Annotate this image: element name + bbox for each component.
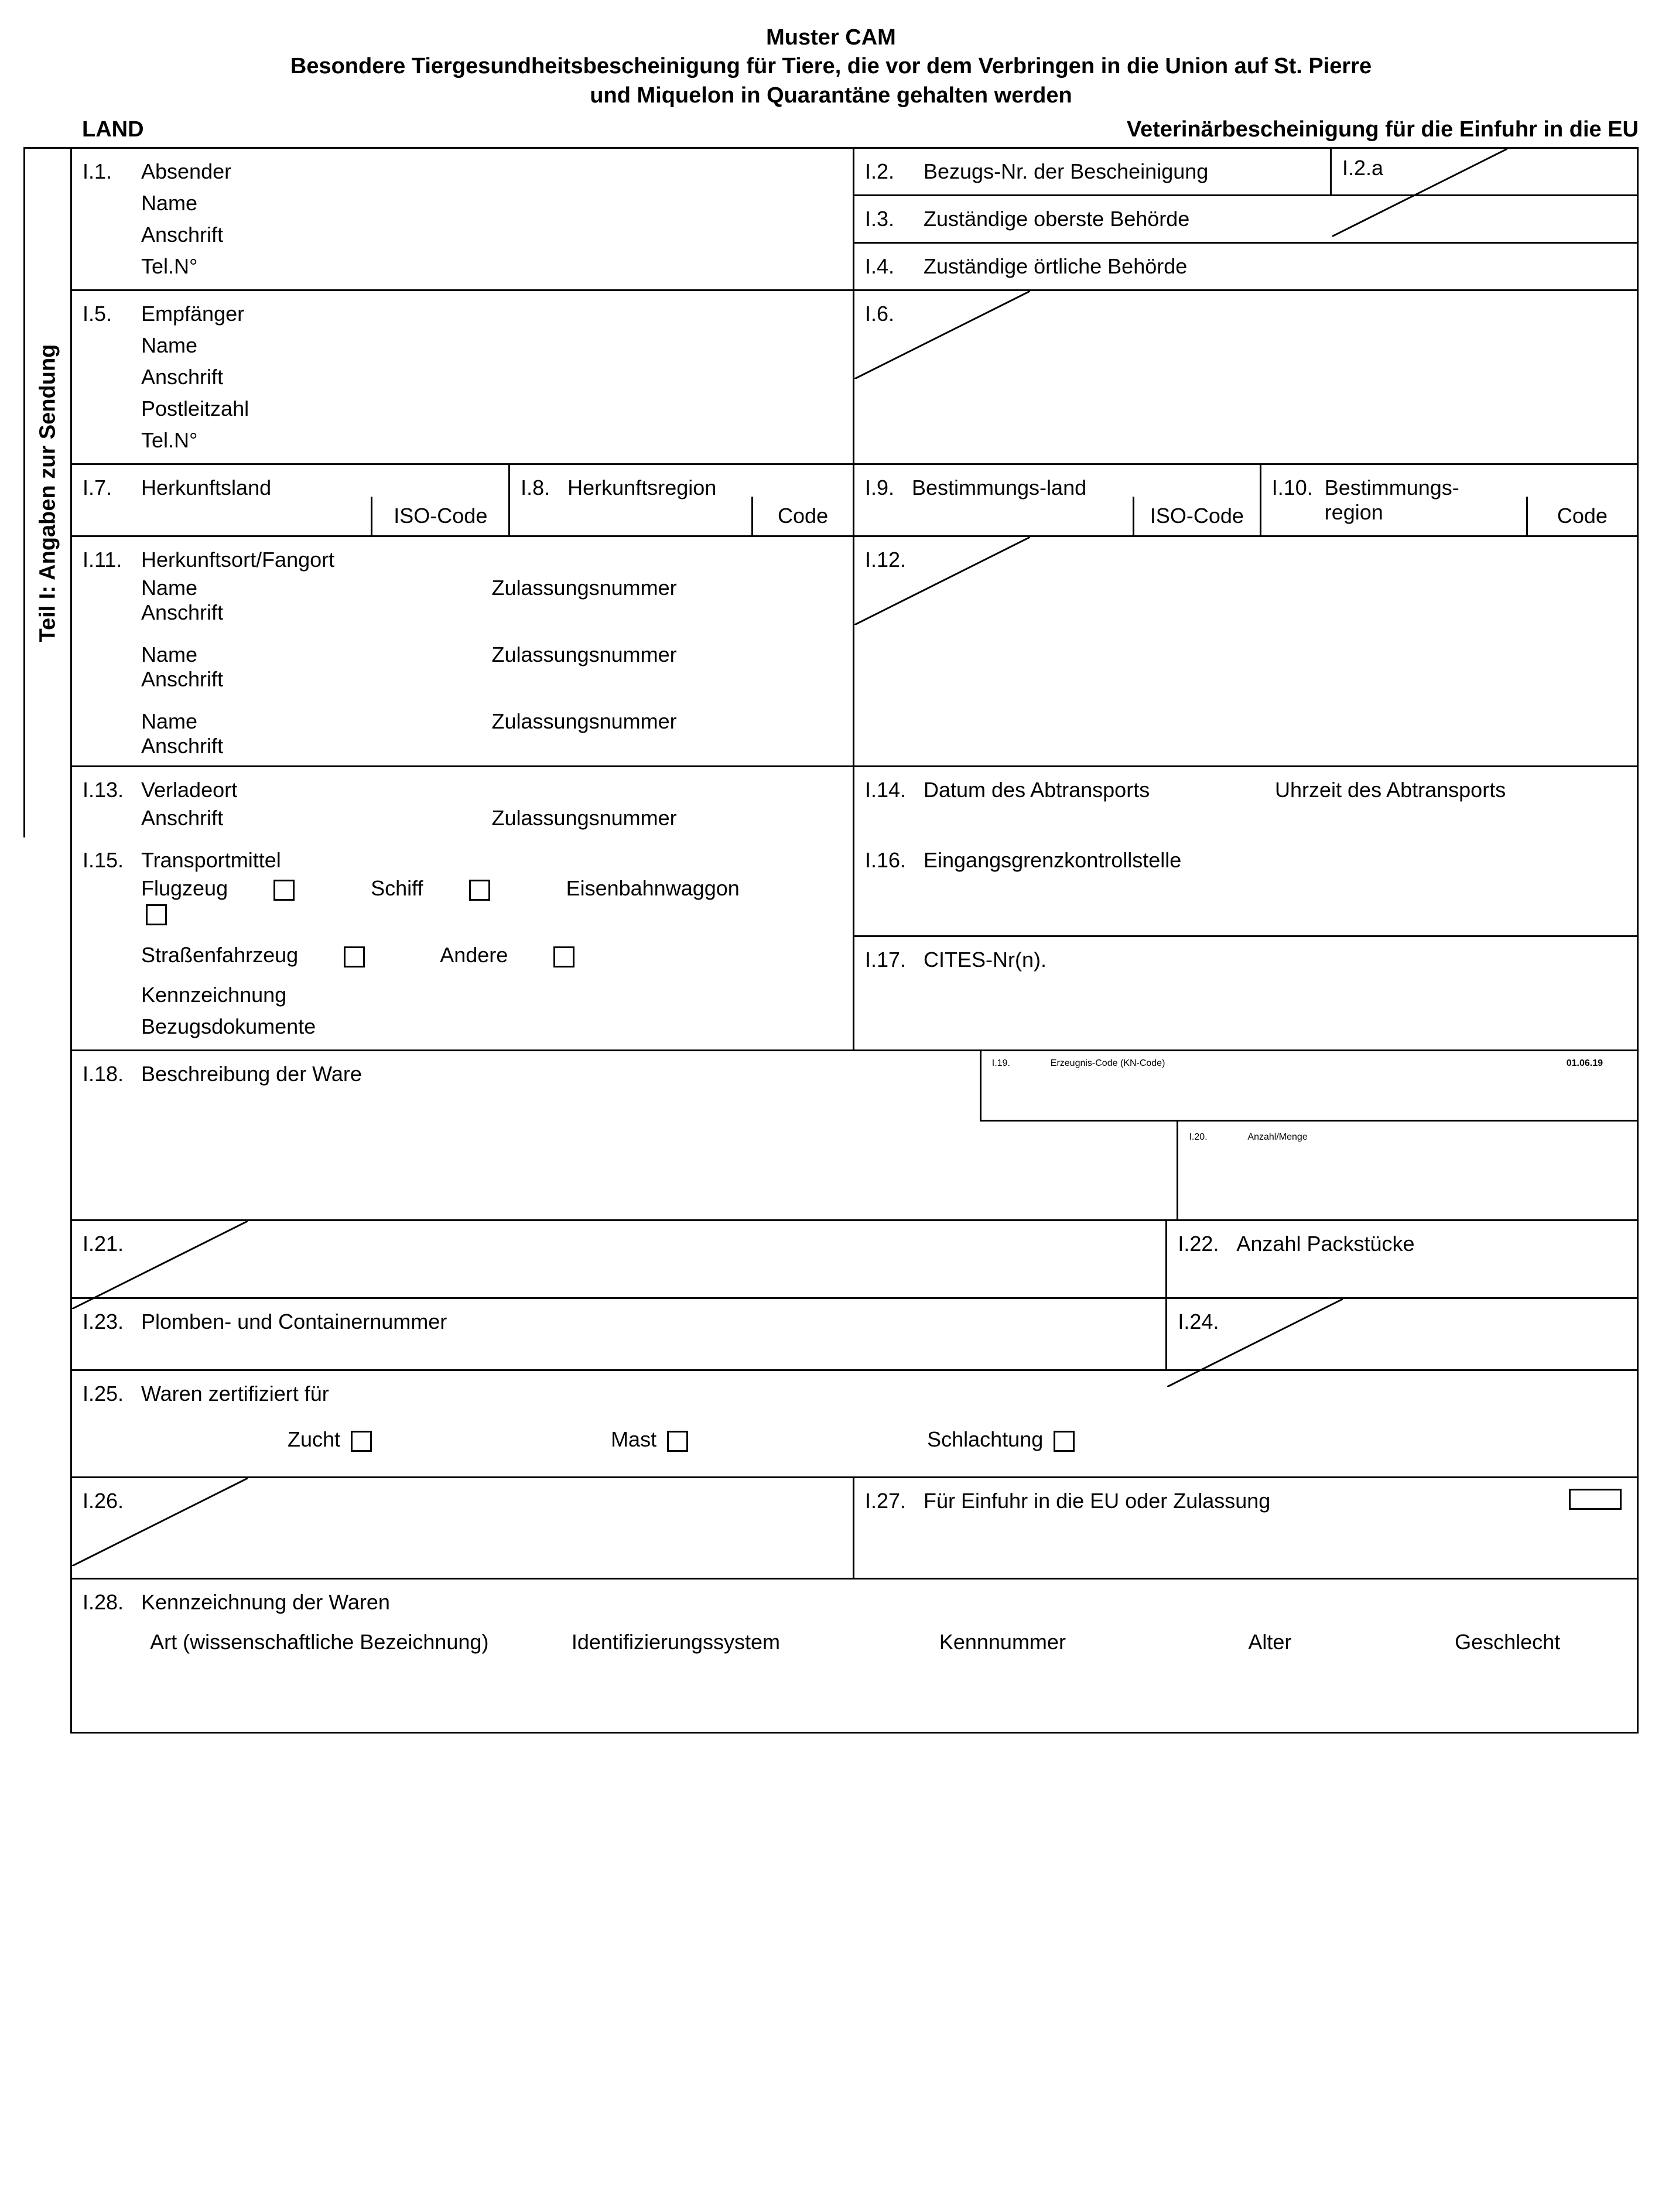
cert-type-label: Veterinärbescheinigung für die Einfuhr i… (1127, 117, 1639, 142)
box-i27: I.27. Für Einfuhr in die EU oder Zulassu… (854, 1478, 1637, 1578)
box-i12: I.12. (854, 537, 1637, 765)
box-i16: I.16.Eingangsgrenzkontrollstelle (854, 837, 1637, 937)
checkbox-road[interactable] (344, 946, 365, 967)
col-sex: Geschlecht (1389, 1630, 1626, 1654)
part-label: Teil I: Angaben zur Sendung (25, 149, 72, 837)
checkbox-slaughter[interactable] (1054, 1431, 1075, 1452)
box-i18: I.18.Beschreibung der Ware (72, 1051, 980, 1219)
country-label: LAND (82, 117, 144, 142)
box-i5: I.5.Empfänger Name Anschrift Postleitzah… (72, 291, 854, 463)
box-i7: I.7.Herkunftsland ISO-Code (72, 465, 510, 535)
col-species: Art (wissenschaftliche Bezeichnung) (141, 1630, 498, 1654)
box-i16-i17: I.16.Eingangsgrenzkontrollstelle I.17.CI… (854, 837, 1637, 1049)
box-i11: I.11.Herkunftsort/Fangort NameAnschriftZ… (72, 537, 854, 765)
part-i-lower: I.15.Transportmittel Flugzeug Schiff Eis… (70, 837, 1639, 1734)
title-line-1: Muster CAM (23, 23, 1639, 52)
checkbox-rail[interactable] (146, 904, 167, 925)
box-i8: I.8.Herkunftsregion Code (510, 465, 854, 535)
box-i25: I.25.Waren zertifiziert für Zucht Mast S… (72, 1371, 1637, 1476)
box-i15: I.15.Transportmittel Flugzeug Schiff Eis… (72, 837, 854, 1049)
top-bar: LAND Veterinärbescheinigung für die Einf… (23, 117, 1639, 147)
box-i1: I.1.Absender Name Anschrift Tel.N° (72, 149, 854, 289)
box-i9: I.9.Bestimmungs-land ISO-Code (854, 465, 1261, 535)
checkbox-breeding[interactable] (351, 1431, 372, 1452)
box-i2: I.2.Bezugs-Nr. der Bescheinigung (854, 149, 1332, 194)
col-id-number: Kennnummer (854, 1630, 1151, 1654)
box-i24: I.24. (1167, 1299, 1637, 1369)
part-i-upper: Teil I: Angaben zur Sendung I.1.Absender… (23, 147, 1639, 837)
form-title: Muster CAM Besondere Tiergesundheitsbesc… (23, 23, 1639, 110)
checkbox-plane[interactable] (273, 880, 295, 901)
box-i23: I.23.Plomben- und Containernummer (72, 1299, 1167, 1369)
box-i22: I.22.Anzahl Packstücke (1167, 1221, 1637, 1297)
box-i28: I.28.Kennzeichnung der Waren Art (wissen… (72, 1579, 1637, 1732)
box-i3: I.3.Zuständige oberste Behörde (854, 196, 1637, 244)
box-i2-i4: I.2.Bezugs-Nr. der Bescheinigung I.2.a I… (854, 149, 1637, 289)
box-i10: I.10.Bestimmungs-region Code (1261, 465, 1637, 535)
certificate-form: Muster CAM Besondere Tiergesundheitsbesc… (23, 23, 1639, 1734)
checkbox-fattening[interactable] (667, 1431, 688, 1452)
box-i13: I.13.Verladeort AnschriftZulassungsnumme… (72, 767, 854, 837)
box-i20: I.20.Anzahl/Menge (1177, 1122, 1637, 1219)
box-i19: I.19. Erzeugnis-Code (KN-Code) 01.06.19 (980, 1051, 1637, 1122)
checkbox-ship[interactable] (469, 880, 490, 901)
box-i21: I.21. (72, 1221, 1167, 1297)
box-i6: I.6. (854, 291, 1637, 463)
box-i26: I.26. (72, 1478, 854, 1578)
box-i14: I.14.Datum des AbtransportsUhrzeit des A… (854, 767, 1637, 837)
checkbox-import[interactable] (1569, 1489, 1622, 1510)
box-i4: I.4.Zuständige örtliche Behörde (854, 244, 1637, 289)
box-i2a: I.2.a (1332, 149, 1637, 194)
title-line-2: Besondere Tiergesundheitsbescheinigung f… (23, 52, 1639, 81)
checkbox-other[interactable] (553, 946, 574, 967)
col-age: Alter (1151, 1630, 1389, 1654)
box-i17: I.17.CITES-Nr(n). (854, 937, 1637, 1019)
title-line-3: und Miquelon in Quarantäne gehalten werd… (23, 81, 1639, 110)
col-id-system: Identifizierungssystem (498, 1630, 854, 1654)
